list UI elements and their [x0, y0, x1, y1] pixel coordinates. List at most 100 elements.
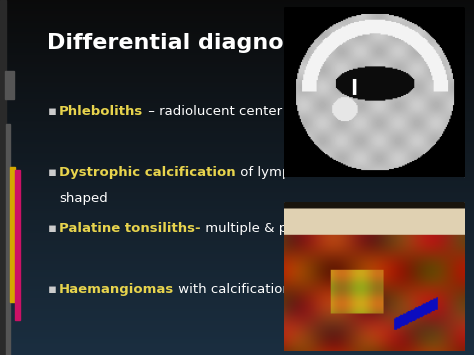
Bar [0, 330, 474, 332]
Bar [0, 350, 474, 351]
Bar [0, 291, 474, 293]
Bar [0, 67, 474, 69]
Bar [0, 257, 474, 259]
Bar [0, 53, 474, 55]
Bar [0, 51, 474, 53]
Bar [0, 169, 474, 170]
Bar [0, 245, 474, 247]
Bar [0, 323, 474, 325]
Text: Haemangiomas: Haemangiomas [59, 283, 174, 296]
Bar [0, 325, 474, 327]
Bar [0, 167, 474, 169]
Bar [0, 193, 474, 195]
Bar [0, 165, 474, 167]
Bar [0, 105, 474, 106]
Bar [0, 117, 474, 119]
Bar [0, 21, 474, 23]
Bar [0, 91, 474, 92]
Bar [0, 94, 474, 96]
Bar [0, 273, 474, 275]
Bar [0, 50, 474, 51]
Bar [0, 208, 474, 209]
Bar [0, 140, 474, 142]
Bar [0, 57, 474, 59]
Bar [0, 213, 474, 215]
Bar [0, 298, 474, 300]
Bar [0, 25, 474, 27]
Bar [0, 174, 474, 176]
Bar [5, 71, 14, 99]
Bar [0, 156, 474, 158]
Bar [0, 162, 474, 163]
Bar [0, 69, 474, 71]
Bar [15, 170, 20, 320]
Bar [0, 181, 474, 183]
Bar [0, 39, 474, 41]
Bar [0, 339, 474, 341]
Bar [0, 98, 474, 99]
Bar [0, 270, 474, 272]
Bar [0, 172, 474, 174]
Text: ▪: ▪ [47, 223, 56, 235]
Bar [0, 138, 474, 140]
Bar [0, 227, 474, 229]
Bar [0, 5, 474, 7]
Bar [0, 280, 474, 282]
Bar [0, 62, 474, 64]
Bar [0, 309, 474, 311]
Bar [0, 266, 474, 268]
Bar [0, 192, 474, 193]
Bar [0, 85, 474, 87]
Bar [0, 71, 474, 73]
Bar [0, 215, 474, 217]
Bar [0, 75, 474, 76]
Bar [0, 190, 474, 192]
Bar [0, 316, 474, 318]
Bar [0, 178, 474, 179]
Bar [0, 241, 474, 243]
Bar [0, 277, 474, 279]
Bar [0, 327, 474, 328]
Bar [0, 147, 474, 149]
Bar [0, 289, 474, 291]
Bar [0, 106, 474, 108]
Bar [0, 286, 474, 288]
Bar [0, 99, 474, 101]
Bar [0, 34, 474, 36]
Bar [0, 78, 474, 80]
Bar [0, 131, 474, 133]
Bar [0, 186, 474, 188]
Text: Palatine tonsiliths-: Palatine tonsiliths- [59, 223, 201, 235]
Bar [0, 32, 474, 34]
Bar [0, 92, 474, 94]
Bar [0, 114, 474, 115]
Bar [0, 151, 474, 153]
Bar [0, 202, 474, 204]
Bar [0, 222, 474, 224]
Bar [0, 179, 474, 181]
Bar [0, 328, 474, 330]
Bar [0, 282, 474, 284]
Text: multiple & punctate: multiple & punctate [201, 223, 338, 235]
Bar [0, 101, 474, 103]
Bar [0, 334, 474, 335]
Bar [0, 11, 474, 12]
Bar [0, 112, 474, 114]
Bar [0, 279, 474, 280]
Bar [0, 344, 474, 346]
Bar [0, 43, 474, 44]
Bar [0, 311, 474, 312]
Bar [0, 55, 474, 57]
Bar [0, 353, 474, 355]
Bar [0, 144, 474, 146]
Bar [0, 211, 474, 213]
Bar [0, 320, 474, 321]
Bar [0, 272, 474, 273]
Bar [0, 135, 474, 137]
Bar [0, 343, 474, 344]
Bar [0, 261, 474, 263]
Bar [0, 9, 474, 11]
Text: ▪: ▪ [47, 105, 56, 118]
Bar [0, 28, 474, 30]
Text: Dystrophic calcification: Dystrophic calcification [59, 166, 236, 179]
